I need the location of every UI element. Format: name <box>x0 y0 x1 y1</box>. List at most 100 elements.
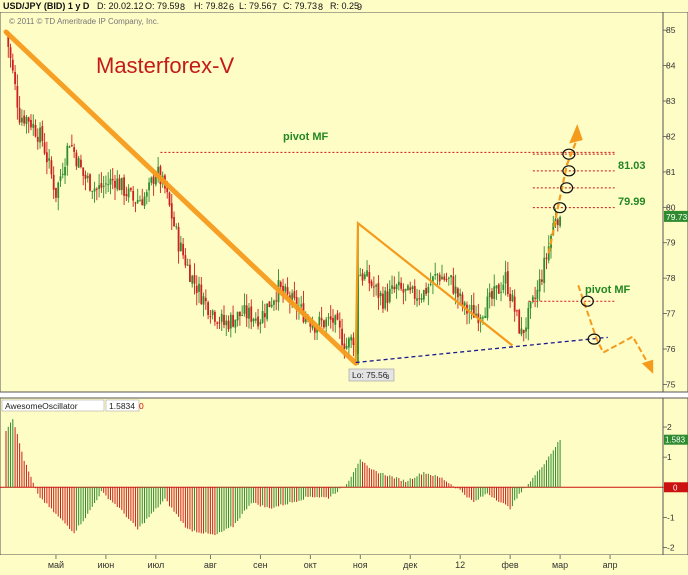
candle-body <box>472 304 475 318</box>
candle-body <box>184 255 187 266</box>
candle-body <box>338 320 341 328</box>
candle-body <box>179 242 182 252</box>
candle-body <box>270 304 273 307</box>
time-axis <box>0 555 688 575</box>
candle-body <box>64 166 66 176</box>
candle-body <box>404 288 407 291</box>
candle-body <box>388 288 391 302</box>
candle-body <box>500 291 502 293</box>
candle-body <box>452 276 455 294</box>
candle-body <box>89 174 91 191</box>
candle-body <box>186 264 189 266</box>
candle-body <box>484 316 487 318</box>
down-projection <box>577 284 652 370</box>
candle-body <box>154 174 157 185</box>
candle-body <box>470 305 473 311</box>
candle-body <box>313 326 316 333</box>
candle-body <box>102 185 105 187</box>
candle-body <box>55 187 57 198</box>
high-readout: H: 79.82 <box>194 1 228 11</box>
candle-body <box>429 283 432 285</box>
candle-body <box>336 313 339 320</box>
candle-body <box>43 142 46 154</box>
price-tick-label: 77 <box>666 309 676 319</box>
svg-text:0: 0 <box>673 483 678 492</box>
osc-tick-label: 1 <box>667 452 672 462</box>
price-tick-label: 79 <box>666 238 676 248</box>
candle-body <box>366 270 368 277</box>
candle-body <box>427 286 430 293</box>
candle-body <box>459 293 462 296</box>
candle-body <box>345 346 348 349</box>
candle-body <box>80 159 82 168</box>
candle-body <box>32 123 35 128</box>
candle-body <box>59 176 62 182</box>
candle-body <box>504 272 507 284</box>
candle-body <box>116 178 119 190</box>
candle-body <box>86 175 89 179</box>
symbol-label[interactable]: USD/JPY (BID) 1 y D <box>3 1 90 11</box>
candle-body <box>66 145 69 166</box>
candle-body <box>293 291 296 298</box>
candle-body <box>402 289 405 293</box>
candle-body <box>434 274 437 276</box>
price-tick-label: 84 <box>666 61 676 71</box>
candle-body <box>132 190 135 201</box>
candle-body <box>552 223 555 236</box>
candle-body <box>447 277 450 279</box>
x-tick-label: 12 <box>455 560 465 570</box>
candle-body <box>170 203 173 219</box>
candle-body <box>541 279 543 282</box>
x-tick-label: май <box>48 560 64 570</box>
candle-body <box>125 194 128 197</box>
candle-body <box>538 278 541 292</box>
oscillator-zero-tag: 0 <box>664 482 688 493</box>
candle-body <box>216 322 219 324</box>
candle-body <box>425 288 428 294</box>
level-80-label: 79.99 <box>618 196 646 208</box>
candle-body <box>261 310 264 323</box>
candle-body <box>175 226 178 228</box>
last-price-tag: 79.73 <box>664 210 688 222</box>
candle-body <box>198 283 200 292</box>
candle-body <box>30 119 32 128</box>
candle-body <box>391 285 393 289</box>
candle-body <box>409 287 412 291</box>
candle-body <box>134 202 137 204</box>
candle-body <box>545 257 548 259</box>
candle-body <box>127 188 130 198</box>
candle-body <box>45 152 48 163</box>
open-readout-sub: 8 <box>180 2 185 12</box>
candle-body <box>432 276 434 284</box>
candle-body <box>370 281 373 287</box>
candle-body <box>9 47 12 58</box>
candle-body <box>407 285 409 291</box>
chart-header: USD/JPY (BID) 1 y D D: 20.02.12 O: 79.59… <box>0 0 688 12</box>
x-tick-label: авг <box>204 560 218 570</box>
candle-body <box>368 272 371 284</box>
candle-body <box>77 157 80 168</box>
svg-text:79.73: 79.73 <box>666 212 688 222</box>
candle-body <box>282 285 284 294</box>
candle-body <box>173 217 175 227</box>
candle-body <box>493 286 496 300</box>
candle-body <box>527 308 530 330</box>
candle-body <box>518 309 521 334</box>
candle-body <box>27 117 30 122</box>
candle-body <box>91 190 94 192</box>
candle-body <box>120 177 123 191</box>
level-81-label: 81.03 <box>618 160 646 172</box>
watermark-title: Masterforex-V <box>96 53 234 78</box>
candle-body <box>204 297 207 302</box>
candle-body <box>509 293 512 301</box>
candle-body <box>98 185 101 190</box>
candle-body <box>286 287 289 295</box>
candle-body <box>393 286 396 290</box>
candle-body <box>291 293 294 305</box>
candle-body <box>202 296 205 305</box>
candle-body <box>191 275 194 284</box>
candle-body <box>536 289 539 300</box>
candle-body <box>327 317 330 319</box>
candle-body <box>347 338 350 348</box>
candle-body <box>243 304 246 314</box>
